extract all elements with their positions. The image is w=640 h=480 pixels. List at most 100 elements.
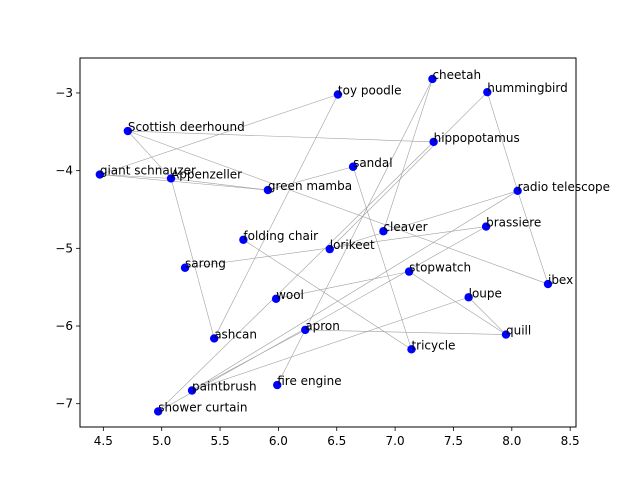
point-fire-engine: [273, 380, 282, 390]
x-axis-ticks: 4.5 5.0 5.5 6.0 6.5 7.0 7.5 8.0 8.5: [94, 427, 580, 448]
edge-loupe-quill: [468, 297, 507, 335]
edge-cheetah-cleaver: [383, 78, 433, 232]
edge-cheetah-fire-engine: [276, 78, 433, 386]
y-tick-label: −3: [55, 86, 73, 100]
x-tick-label: 4.5: [94, 434, 113, 448]
point-brassiere: [481, 222, 491, 231]
point-ibex: [543, 279, 553, 289]
x-tick-label: 6.0: [269, 434, 288, 448]
x-tick-label: 6.5: [327, 434, 346, 448]
point-label-appenzeller: Appenzeller: [171, 167, 242, 181]
edge-stopwatch-wool: [276, 271, 410, 300]
point-label-radio-telescope: radio telescope: [518, 180, 610, 194]
point-labels-layer: cheetah hummingbird toy poodle Scottish dee…: [100, 68, 610, 414]
edge-giant-schnauzer-appenzeller: [99, 174, 172, 179]
x-tick-label: 8.5: [561, 434, 580, 448]
point-cleaver: [379, 227, 388, 236]
point-label-folding-chair: folding chair: [243, 229, 318, 243]
point-label-sandal: sandal: [353, 156, 393, 170]
point-label-stopwatch: stopwatch: [409, 261, 471, 275]
point-hummingbird: [483, 87, 492, 97]
edges-layer: [99, 78, 549, 412]
x-tick-label: 7.5: [444, 434, 463, 448]
x-tick-label: 5.5: [211, 434, 230, 448]
point-wool: [271, 294, 281, 304]
edge-folding-chair-tricycle: [243, 239, 412, 350]
point-label-hippopotamus: hippopotamus: [434, 131, 520, 145]
edge-giant-schnauzer-green-mamba: [99, 174, 268, 191]
point-label-toy-poodle: toy poodle: [338, 84, 402, 98]
point-label-green-mamba: green mamba: [268, 179, 352, 193]
edge-loupe-paintbrush: [191, 296, 469, 391]
edge-sandal-green-mamba: [267, 166, 354, 191]
edge-apron-quill: [305, 329, 506, 335]
edge-hippopotamus-shower-curtain: [157, 141, 434, 412]
point-label-fire-engine: fire engine: [277, 374, 341, 388]
edge-radio-telescope-paintbrush: [191, 190, 518, 391]
point-paintbrush: [187, 386, 197, 395]
edge-sandal-tricycle: [352, 166, 412, 350]
edge-brassiere-sarong: [184, 226, 487, 269]
point-label-loupe: loupe: [469, 286, 502, 300]
point-cheetah: [428, 74, 437, 84]
point-label-quill: quill: [506, 324, 531, 338]
edge-stopwatch-quill: [408, 271, 507, 335]
point-folding-chair: [239, 235, 248, 244]
points-layer: [95, 74, 553, 416]
point-sarong: [180, 263, 190, 272]
edge-hummingbird-lorikeet: [329, 91, 488, 250]
point-radio-telescope: [513, 186, 522, 196]
point-appenzeller: [166, 174, 176, 183]
point-giant-schnauzer: [95, 170, 105, 179]
point-label-hummingbird: hummingbird: [487, 81, 567, 95]
edge-hummingbird-radio-telescope: [487, 92, 518, 191]
point-label-ashcan: ashcan: [214, 327, 257, 341]
y-tick-label: −6: [55, 319, 73, 333]
edge-scottish-deerhound-appenzeller: [127, 130, 172, 179]
point-label-brassiere: brassiere: [486, 216, 541, 230]
y-tick-label: −5: [55, 241, 73, 255]
point-label-sarong: sarong: [185, 257, 226, 271]
y-axis-ticks: −7 −6 −5 −4 −3: [55, 86, 80, 411]
y-tick-label: −7: [55, 397, 73, 411]
point-green-mamba: [263, 185, 273, 195]
point-label-ibex: ibex: [548, 273, 573, 287]
point-tricycle: [407, 345, 416, 354]
edge-toy-poodle-ashcan: [213, 94, 339, 339]
point-label-cleaver: cleaver: [383, 220, 427, 234]
point-loupe: [464, 293, 473, 302]
point-label-lorikeet: lorikeet: [330, 238, 375, 252]
point-toy-poodle: [333, 90, 343, 99]
point-label-paintbrush: paintbrush: [192, 379, 257, 393]
point-label-tricycle: tricycle: [411, 338, 455, 352]
point-scottish-deerhound: [123, 126, 133, 136]
point-sandal: [348, 162, 358, 171]
point-label-scottish-deerhound: Scottish deerhound: [128, 120, 245, 134]
edge-radio-telescope-lorikeet: [329, 190, 518, 250]
point-label-shower-curtain: shower curtain: [158, 400, 247, 414]
point-ashcan: [210, 334, 219, 343]
point-label-wool: wool: [276, 288, 304, 302]
edge-radio-telescope-ibex: [517, 190, 549, 285]
point-lorikeet: [325, 244, 334, 254]
point-label-cheetah: cheetah: [432, 68, 481, 82]
x-tick-label: 7.0: [386, 434, 405, 448]
point-stopwatch: [404, 267, 414, 276]
point-shower-curtain: [153, 407, 163, 416]
point-label-apron: apron: [305, 319, 340, 333]
point-quill: [501, 330, 511, 339]
edge-appenzeller-green-mamba: [170, 178, 268, 191]
edge-scottish-deerhound-hippopotamus: [127, 130, 434, 143]
point-label-giant-schnauzer: giant schnauzer: [100, 164, 196, 178]
x-tick-label: 8.0: [502, 434, 521, 448]
point-hippopotamus: [429, 137, 438, 147]
edge-scottish-deerhound-ibex: [127, 130, 549, 285]
axes-frame: [79, 57, 577, 428]
edge-brassiere-shower-curtain: [158, 226, 487, 412]
edge-apron-paintbrush: [191, 329, 306, 391]
x-tick-label: 5.0: [152, 434, 171, 448]
y-tick-label: −4: [55, 164, 73, 178]
